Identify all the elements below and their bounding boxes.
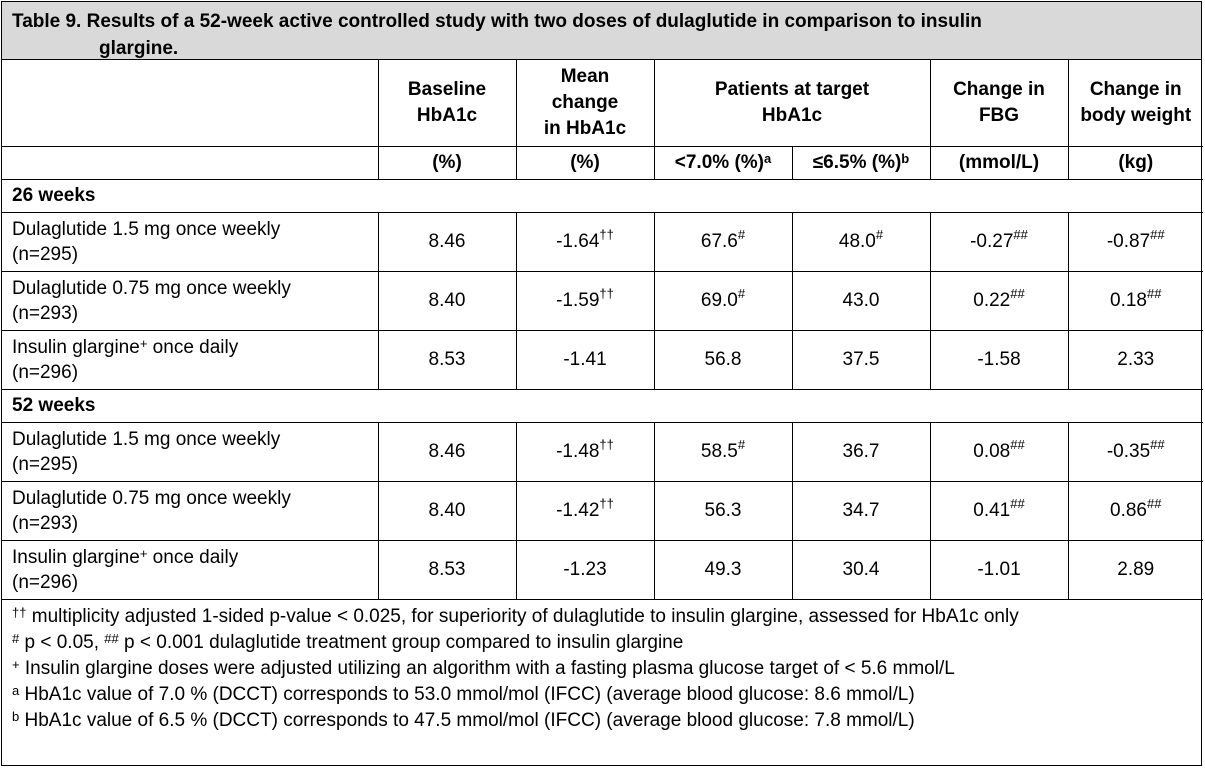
table-title: Table 9. Results of a 52-week active con…: [2, 2, 1201, 60]
cell-le65: 43.0: [791, 270, 931, 331]
cell-lt70: 56.3: [653, 480, 793, 541]
cell-fbg: 0.41##: [929, 480, 1069, 541]
header-baseline: Baseline HbA1c: [377, 60, 517, 147]
cell-fbg: 0.22##: [929, 270, 1069, 331]
table-row: Dulaglutide 0.75 mg once weekly (n=293) 8.…: [2, 480, 1203, 541]
cell-le65: 30.4: [791, 539, 931, 600]
cell-weight: -0.87##: [1067, 211, 1203, 272]
footnote-glargine-dose: + Insulin glargine doses were adjusted u…: [12, 656, 955, 679]
cell-lt70: 67.6#: [653, 211, 793, 272]
cell-lt70: 58.5#: [653, 421, 793, 482]
cell-le65: 36.7: [791, 421, 931, 482]
cell-mean-change: -1.42††: [515, 480, 655, 541]
row-label: Insulin glargine+ once daily (n=296): [2, 539, 379, 600]
row-label: Dulaglutide 0.75 mg once weekly (n=293): [2, 270, 379, 331]
cell-le65: 34.7: [791, 480, 931, 541]
unit-le65: ≤6.5% (%)b: [791, 145, 931, 180]
cell-baseline: 8.40: [377, 480, 517, 541]
footnote-a: a HbA1c value of 7.0 % (DCCT) correspond…: [12, 682, 915, 705]
unit-lt70: <7.0% (%)a: [653, 145, 793, 180]
results-table: Baseline HbA1c Mean change in HbA1c Patient…: [2, 60, 1203, 600]
table-body: 26 weeks Dulaglutide 1.5 mg once weekly (n…: [2, 179, 1203, 600]
row-label: Dulaglutide 0.75 mg once weekly (n=293): [2, 480, 379, 541]
cell-le65: 37.5: [791, 329, 931, 390]
cell-baseline: 8.53: [377, 539, 517, 600]
cell-weight: 0.86##: [1067, 480, 1203, 541]
table-row: Insulin glargine+ once daily (n=296) 8.53-…: [2, 539, 1203, 600]
footnote-pvalue: # p < 0.05, ## p < 0.001 dulaglutide tre…: [12, 630, 684, 653]
header-body-weight: Change in body weight: [1067, 60, 1203, 147]
units-blank: [2, 145, 379, 180]
header-blank: [2, 60, 379, 147]
footnote-multiplicity: †† multiplicity adjusted 1-sided p-value…: [12, 604, 1019, 627]
cell-fbg: -1.58: [929, 329, 1069, 390]
section-row: 26 weeks: [2, 179, 1203, 213]
cell-weight: -0.35##: [1067, 421, 1203, 482]
section-row: 52 weeks: [2, 388, 1203, 423]
cell-baseline: 8.46: [377, 211, 517, 272]
table-row: Dulaglutide 1.5 mg once weekly (n=295) 8.4…: [2, 211, 1203, 272]
title-line-2: glargine.: [99, 38, 179, 59]
cell-mean-change: -1.41: [515, 329, 655, 390]
header-patients-at-target: Patients at target HbA1c: [653, 60, 931, 147]
cell-mean-change: -1.59††: [515, 270, 655, 331]
cell-weight: 0.18##: [1067, 270, 1203, 331]
table-row: Dulaglutide 1.5 mg once weekly (n=295) 8.4…: [2, 421, 1203, 482]
header-fbg: Change in FBG: [929, 60, 1069, 147]
unit-baseline: (%): [377, 145, 517, 180]
section-label: 52 weeks: [2, 388, 1203, 423]
unit-fbg: (mmol/L): [929, 145, 1069, 180]
footnote-b: b HbA1c value of 6.5 % (DCCT) correspond…: [12, 708, 915, 731]
cell-mean-change: -1.48††: [515, 421, 655, 482]
table-row: Insulin glargine+ once daily (n=296) 8.53-…: [2, 329, 1203, 390]
title-line-1: Table 9. Results of a 52-week active con…: [12, 11, 982, 32]
cell-lt70: 49.3: [653, 539, 793, 600]
cell-weight: 2.33: [1067, 329, 1203, 390]
section-label: 26 weeks: [2, 179, 1203, 213]
cell-fbg: -1.01: [929, 539, 1069, 600]
cell-mean-change: -1.23: [515, 539, 655, 600]
cell-mean-change: -1.64††: [515, 211, 655, 272]
row-label: Dulaglutide 1.5 mg once weekly (n=295): [2, 421, 379, 482]
cell-le65: 48.0#: [791, 211, 931, 272]
header-row: Baseline HbA1c Mean change in HbA1c Patient…: [2, 60, 1203, 147]
cell-fbg: -0.27##: [929, 211, 1069, 272]
row-label: Dulaglutide 1.5 mg once weekly (n=295): [2, 211, 379, 272]
footnotes: †† multiplicity adjusted 1-sided p-value…: [2, 600, 1201, 734]
cell-lt70: 69.0#: [653, 270, 793, 331]
cell-weight: 2.89: [1067, 539, 1203, 600]
units-row: (%) (%) <7.0% (%)a ≤6.5% (%)b (mmol/L) (…: [2, 145, 1203, 180]
cell-lt70: 56.8: [653, 329, 793, 390]
cell-baseline: 8.40: [377, 270, 517, 331]
unit-weight: (kg): [1067, 145, 1203, 180]
unit-mean-change: (%): [515, 145, 655, 180]
row-label: Insulin glargine+ once daily (n=296): [2, 329, 379, 390]
cell-baseline: 8.46: [377, 421, 517, 482]
header-mean-change: Mean change in HbA1c: [515, 60, 655, 147]
cell-fbg: 0.08##: [929, 421, 1069, 482]
cell-baseline: 8.53: [377, 329, 517, 390]
table-row: Dulaglutide 0.75 mg once weekly (n=293) 8.…: [2, 270, 1203, 331]
